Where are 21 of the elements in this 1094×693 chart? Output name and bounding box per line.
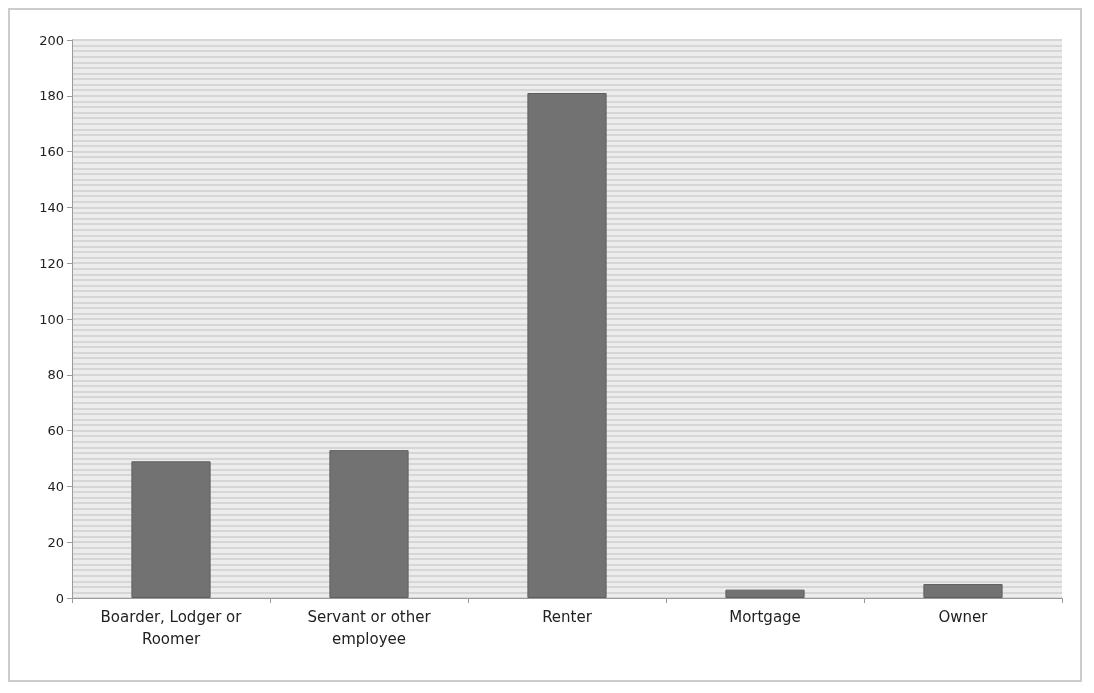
x-tick-label: Mortgage — [729, 608, 801, 626]
y-tick-label: 160 — [39, 144, 64, 160]
y-tick-label: 200 — [39, 32, 64, 48]
bar — [725, 589, 805, 598]
y-tick-label: 80 — [47, 367, 64, 383]
bar — [527, 93, 607, 598]
y-tick-label: 20 — [47, 534, 64, 550]
x-tick-label: Boarder, Lodger or Roomer — [100, 608, 243, 648]
bar — [131, 461, 211, 598]
bar — [923, 584, 1003, 598]
y-tick-label: 60 — [47, 423, 64, 439]
y-tick-label: 0 — [55, 590, 64, 606]
y-tick-label: 120 — [39, 255, 64, 271]
x-tick-label: Servant or other employee — [307, 608, 432, 648]
x-tick-label: Owner — [938, 608, 989, 626]
x-tick-label: Renter — [542, 608, 593, 626]
y-tick-label: 40 — [47, 478, 64, 494]
bar — [329, 450, 409, 598]
y-tick-label: 140 — [39, 199, 64, 215]
y-tick-label: 100 — [39, 311, 64, 327]
y-tick-label: 180 — [39, 88, 64, 104]
